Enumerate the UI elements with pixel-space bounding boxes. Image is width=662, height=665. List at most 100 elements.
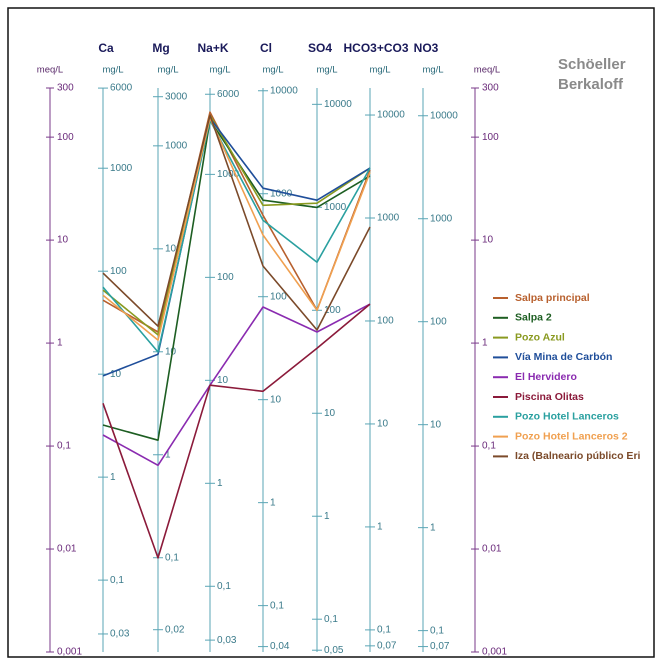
- column-tick-label: 0,1: [377, 625, 391, 636]
- column-tick-label: 10000: [430, 110, 458, 121]
- y-tick-label: 300: [57, 83, 74, 94]
- column-tick-label: 100: [377, 316, 394, 327]
- column-tick-label: 1: [430, 522, 436, 533]
- column-tick-label: 1: [165, 449, 171, 460]
- legend-label: El Hervidero: [515, 371, 577, 383]
- y-unit-left: meq/L: [37, 65, 63, 76]
- legend-label: Vía Mina de Carbón: [515, 351, 612, 363]
- column-tick-label: 0,1: [110, 575, 124, 586]
- column-tick-label: 0,02: [165, 624, 185, 635]
- column-tick-label: 10: [377, 419, 389, 430]
- column-tick-label: 100: [110, 266, 127, 277]
- series-line: [102, 117, 371, 341]
- column-tick-label: 1: [377, 522, 383, 533]
- legend-label: Iza (Balneario público Eri: [515, 450, 641, 462]
- series-line: [102, 114, 371, 331]
- column-tick-label: 0,04: [270, 641, 290, 652]
- column-tick-label: 0,1: [324, 614, 338, 625]
- column-tick-label: 0,07: [377, 640, 397, 651]
- column-unit: mg/L: [422, 65, 443, 76]
- column-header: SO4: [308, 41, 332, 55]
- series-line: [102, 114, 371, 336]
- column-tick-label: 1000: [110, 163, 133, 174]
- series-line: [102, 119, 371, 353]
- column-unit: mg/L: [262, 65, 283, 76]
- legend-label: Salpa 2: [515, 312, 552, 324]
- series-line: [102, 303, 371, 559]
- column-tick-label: 1: [270, 497, 276, 508]
- y-tick-label: 10: [482, 235, 494, 246]
- column-header: HCO3+CO3: [343, 41, 408, 55]
- column-tick-label: 100: [217, 272, 234, 283]
- column-tick-label: 10: [270, 394, 282, 405]
- column-tick-label: 1: [110, 472, 116, 483]
- column-tick-label: 0,05: [324, 645, 344, 656]
- column-tick-label: 100: [324, 305, 341, 316]
- column-tick-label: 0,07: [430, 641, 450, 652]
- column-unit: mg/L: [102, 65, 123, 76]
- column-tick-label: 0,03: [110, 629, 130, 640]
- column-tick-label: 10: [324, 408, 336, 419]
- column-tick-label: 10: [110, 369, 122, 380]
- column-header: Mg: [152, 41, 169, 55]
- column-tick-label: 100: [270, 291, 287, 302]
- column-tick-label: 1000: [165, 140, 188, 151]
- column-tick-label: 1000: [377, 213, 400, 224]
- column-unit: mg/L: [369, 65, 390, 76]
- column-tick-label: 0,03: [217, 635, 237, 646]
- y-tick-label: 0,001: [57, 647, 82, 658]
- column-tick-label: 6000: [110, 83, 133, 94]
- column-tick-label: 10000: [324, 99, 352, 110]
- y-tick-label: 300: [482, 83, 499, 94]
- column-unit: mg/L: [316, 65, 337, 76]
- series-line: [102, 111, 371, 333]
- column-tick-label: 1000: [430, 213, 453, 224]
- column-header: NO3: [414, 41, 439, 55]
- column-tick-label: 100: [430, 316, 447, 327]
- legend-label: Salpa principal: [515, 292, 590, 304]
- y-tick-label: 0,001: [482, 647, 507, 658]
- column-tick-label: 100: [165, 243, 182, 254]
- y-tick-label: 0,1: [57, 441, 71, 452]
- y-tick-label: 0,01: [482, 544, 502, 555]
- column-tick-label: 0,1: [165, 552, 179, 563]
- y-tick-label: 0,01: [57, 544, 77, 555]
- column-tick-label: 0,1: [430, 625, 444, 636]
- column-tick-label: 1: [217, 478, 223, 489]
- column-header: Na+K: [197, 41, 228, 55]
- column-tick-label: 6000: [217, 89, 240, 100]
- y-unit-right: meq/L: [474, 65, 500, 76]
- legend-label: Piscina Olitas: [515, 391, 584, 403]
- column-tick-label: 10000: [270, 85, 298, 96]
- series-line: [102, 303, 371, 467]
- column-tick-label: 1000: [324, 202, 347, 213]
- y-tick-label: 100: [57, 132, 74, 143]
- y-tick-label: 0,1: [482, 441, 496, 452]
- column-unit: mg/L: [157, 65, 178, 76]
- y-tick-label: 1: [57, 338, 63, 349]
- column-unit: mg/L: [209, 65, 230, 76]
- column-header: Cl: [260, 41, 272, 55]
- column-tick-label: 1000: [270, 188, 293, 199]
- frame: [7, 7, 655, 658]
- column-tick-label: 0,1: [270, 600, 284, 611]
- series-line: [102, 117, 371, 377]
- column-tick-label: 10: [217, 375, 229, 386]
- column-tick-label: 10: [165, 346, 177, 357]
- column-tick-label: 1: [324, 511, 330, 522]
- legend-label: Pozo Hotel Lanceros: [515, 411, 619, 423]
- column-tick-label: 10000: [377, 110, 405, 121]
- legend-label: Pozo Azul: [515, 331, 565, 343]
- column-tick-label: 1000: [217, 169, 240, 180]
- chart-title: Schöeller: [558, 56, 626, 73]
- column-header: Ca: [98, 41, 114, 55]
- chart-title: Berkaloff: [558, 76, 624, 93]
- y-tick-label: 10: [57, 235, 69, 246]
- y-tick-label: 1: [482, 338, 488, 349]
- column-tick-label: 10: [430, 419, 442, 430]
- column-tick-label: 3000: [165, 91, 188, 102]
- column-tick-label: 0,1: [217, 581, 231, 592]
- y-tick-label: 100: [482, 132, 499, 143]
- legend-label: Pozo Hotel Lanceros 2: [515, 430, 628, 442]
